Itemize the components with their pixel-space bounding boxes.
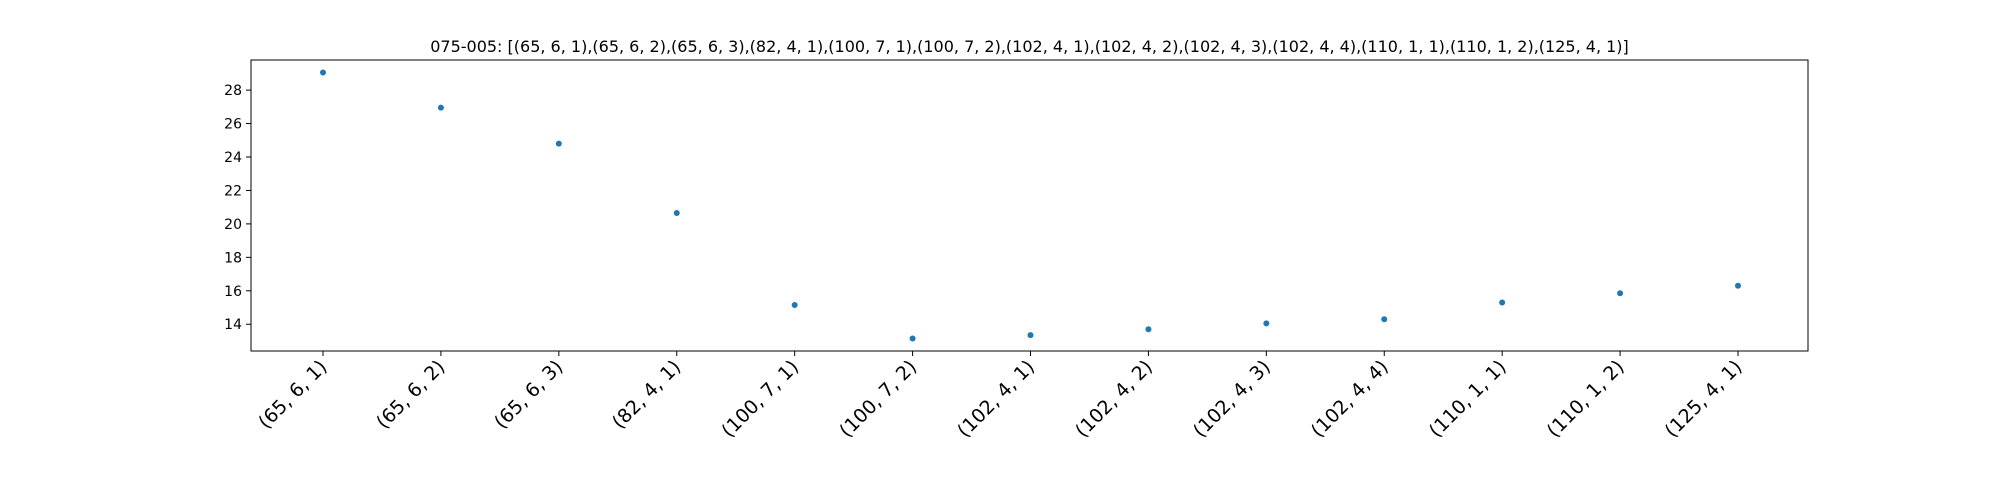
x-tick-label: (110, 1, 1) bbox=[1425, 356, 1511, 442]
x-tick-label: (65, 6, 2) bbox=[372, 356, 449, 433]
data-point bbox=[791, 302, 798, 309]
y-tick-label: 26 bbox=[224, 117, 242, 133]
x-tick-label: (125, 4, 1) bbox=[1661, 356, 1747, 442]
data-point bbox=[1381, 316, 1388, 323]
x-axis: (65, 6, 1) (65, 6, 2) (65, 6, 3) (82, 4, 1)… bbox=[254, 351, 1747, 442]
y-tick-label: 14 bbox=[224, 317, 242, 333]
y-tick-label: 18 bbox=[224, 250, 242, 266]
data-point bbox=[1617, 290, 1624, 297]
y-axis: 14 16 18 20 22 24 26 28 bbox=[224, 83, 251, 333]
x-tick-label: (65, 6, 3) bbox=[490, 356, 567, 433]
y-tick-label: 20 bbox=[224, 217, 242, 233]
data-point bbox=[437, 104, 444, 111]
x-tick-label: (102, 4, 2) bbox=[1071, 356, 1157, 442]
y-tick-label: 24 bbox=[224, 150, 242, 166]
data-point bbox=[320, 69, 326, 76]
x-tick-label: (110, 1, 2) bbox=[1543, 356, 1629, 442]
x-tick-label: (100, 7, 2) bbox=[835, 356, 921, 442]
plot-frame bbox=[250, 59, 1809, 352]
y-tick-label: 22 bbox=[224, 183, 242, 199]
data-point bbox=[673, 210, 680, 217]
data-point bbox=[555, 140, 562, 147]
data-point bbox=[1027, 332, 1034, 339]
data-point bbox=[1145, 326, 1152, 333]
data-point bbox=[1499, 299, 1506, 306]
x-tick-label: (82, 4, 1) bbox=[608, 356, 685, 433]
data-point bbox=[909, 335, 916, 342]
data-point bbox=[1263, 320, 1270, 327]
y-tick-label: 16 bbox=[224, 284, 242, 300]
x-tick-label: (65, 6, 1) bbox=[254, 356, 331, 433]
x-tick-label: (102, 4, 4) bbox=[1307, 356, 1393, 442]
x-tick-label: (102, 4, 3) bbox=[1189, 356, 1275, 442]
y-tick-label: 28 bbox=[224, 83, 242, 99]
chart-title: 075-005: [(65, 6, 1),(65, 6, 2),(65, 6, … bbox=[430, 37, 1629, 56]
data-points bbox=[320, 69, 1741, 342]
data-point bbox=[1735, 282, 1741, 289]
x-tick-label: (102, 4, 1) bbox=[953, 356, 1039, 442]
x-tick-label: (100, 7, 1) bbox=[717, 356, 803, 442]
